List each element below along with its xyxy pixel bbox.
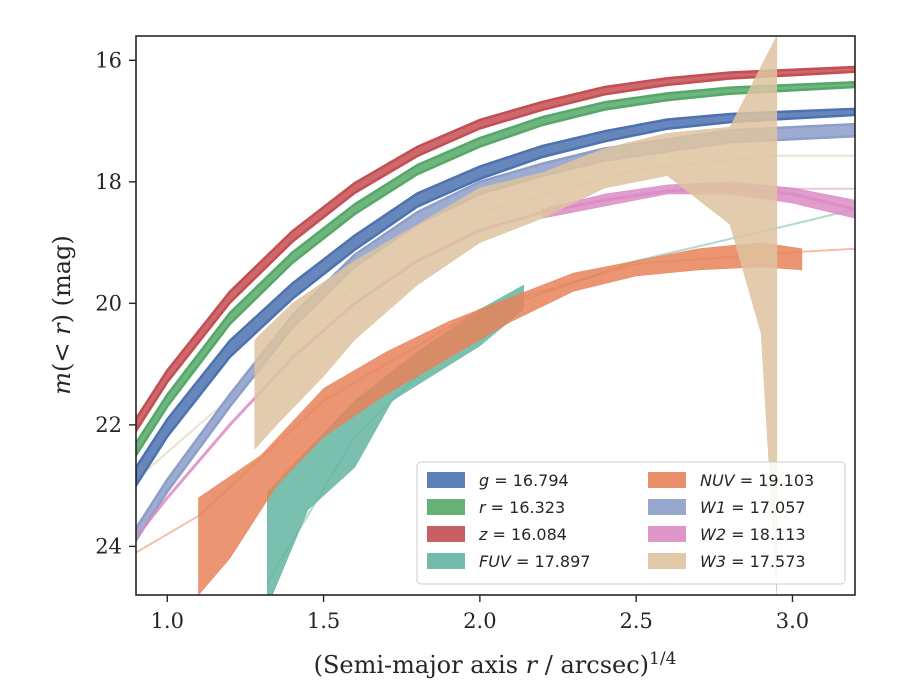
- legend-swatch: [648, 553, 686, 569]
- x-tick-label: 1.5: [307, 609, 340, 633]
- y-tick-label: 24: [95, 534, 122, 558]
- legend-swatch: [648, 499, 686, 515]
- x-axis: 1.0 1.5 2.0 2.5 3.0: [151, 595, 809, 633]
- x-tick-label: 2.5: [619, 609, 652, 633]
- x-tick-label: 3.0: [776, 609, 809, 633]
- series-band-z: [136, 65, 855, 434]
- legend: g = 16.794 r = 16.323 z = 16.084 FUV = 17.8…: [416, 461, 846, 585]
- x-tick-label: 1.0: [151, 609, 184, 633]
- legend-swatch: [427, 499, 465, 515]
- y-axis-label: m(< r) (mag): [48, 235, 76, 395]
- y-tick-label: 22: [95, 413, 122, 437]
- legend-swatch: [648, 472, 686, 488]
- legend-label: r = 16.323: [479, 498, 565, 517]
- legend-swatch: [648, 526, 686, 542]
- legend-label: z = 16.084: [478, 525, 567, 544]
- legend-label: NUV = 19.103: [700, 471, 814, 490]
- svg-text:m(< r) (mag): m(< r) (mag): [48, 235, 76, 395]
- legend-swatch: [427, 526, 465, 542]
- legend-label: FUV = 17.897: [479, 552, 590, 571]
- legend-swatch: [427, 553, 465, 569]
- series-band-NUV: [198, 242, 803, 595]
- y-tick-label: 18: [95, 170, 122, 194]
- series-band-W3: [254, 36, 778, 595]
- x-axis-label: (Semi-major axis r / arcsec)1/4: [314, 649, 677, 679]
- series-band-r: [136, 80, 855, 458]
- legend-label: W1 = 17.057: [700, 498, 806, 517]
- y-tick-label: 16: [95, 48, 122, 72]
- x-tick-label: 2.0: [463, 609, 496, 633]
- legend-label: W3 = 17.573: [700, 552, 806, 571]
- y-tick-label: 20: [95, 291, 122, 315]
- legend-frame: [416, 461, 846, 585]
- series-band-g: [136, 107, 855, 488]
- legend-label: W2 = 18.113: [700, 525, 806, 544]
- legend-swatch: [427, 472, 465, 488]
- legend-label: g = 16.794: [479, 471, 569, 490]
- plot-frame: [135, 35, 856, 596]
- y-axis: 16 18 20 22 24: [95, 48, 136, 558]
- svg-text:(Semi-major axis r / arcsec)1/: (Semi-major axis r / arcsec)1/4: [314, 649, 677, 679]
- plot-area: [136, 36, 855, 595]
